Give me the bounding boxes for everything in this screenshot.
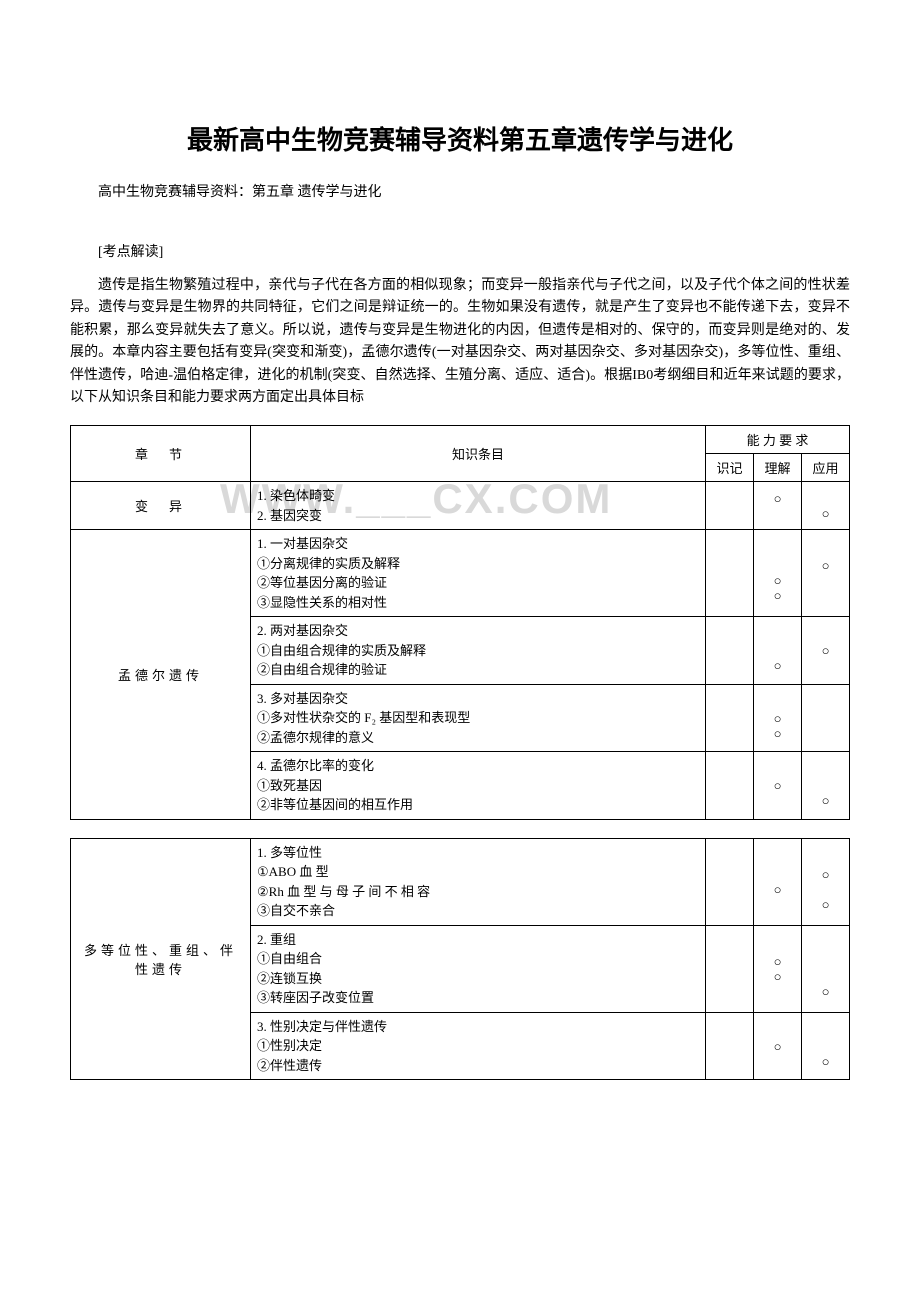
- ability-cell: ○: [802, 925, 850, 1012]
- page-title: 最新高中生物竞赛辅导资料第五章遗传学与进化: [70, 120, 850, 157]
- ability-cell: [706, 684, 754, 752]
- ability-cell: ○: [754, 617, 802, 685]
- header-a1: 识记: [706, 454, 754, 482]
- ability-cell: [706, 752, 754, 820]
- ability-cell: ○: [754, 752, 802, 820]
- table-row: 孟德尔遗传1. 一对基因杂交①分离规律的实质及解释②等位基因分离的验证③显隐性关…: [71, 530, 850, 617]
- ability-cell: ○○: [754, 530, 802, 617]
- ability-cell: [706, 617, 754, 685]
- section-heading: [考点解读]: [70, 241, 850, 261]
- table-row: 变 异1. 染色体畸变2. 基因突变 ○ ○: [71, 482, 850, 530]
- item-cell: 1. 一对基因杂交①分离规律的实质及解释②等位基因分离的验证③显隐性关系的相对性: [251, 530, 706, 617]
- ability-cell: ○: [802, 617, 850, 685]
- ability-cell: ○: [802, 530, 850, 617]
- ability-cell: ○: [754, 838, 802, 925]
- ability-cell: ○: [754, 1012, 802, 1080]
- header-ability: 能 力 要 求: [706, 426, 850, 454]
- table-row: 多等位性、重组、伴性遗传1. 多等位性①ABO 血 型②Rh 血 型 与 母 子…: [71, 838, 850, 925]
- item-cell: 1. 多等位性①ABO 血 型②Rh 血 型 与 母 子 间 不 相 容③自交不…: [251, 838, 706, 925]
- ability-cell: ○○: [754, 684, 802, 752]
- item-cell: 2. 重组①自由组合②连锁互换③转座因子改变位置: [251, 925, 706, 1012]
- item-cell: 1. 染色体畸变2. 基因突变: [251, 482, 706, 530]
- table-container: WWW.___CX.COM 章 节 知识条目 能 力 要 求 识记 理解 应用 …: [70, 425, 850, 1080]
- syllabus-table-1: 章 节 知识条目 能 力 要 求 识记 理解 应用 变 异1. 染色体畸变2. …: [70, 425, 850, 820]
- header-a2: 理解: [754, 454, 802, 482]
- chapter-cell: 孟德尔遗传: [71, 530, 251, 820]
- ability-cell: ○ ○: [802, 838, 850, 925]
- body-paragraph: 遗传是指生物繁殖过程中，亲代与子代在各方面的相似现象；而变异一般指亲代与子代之间…: [70, 275, 850, 409]
- header-a3: 应用: [802, 454, 850, 482]
- ability-cell: ○○: [754, 925, 802, 1012]
- ability-cell: [706, 1012, 754, 1080]
- chapter-cell: 多等位性、重组、伴性遗传: [71, 838, 251, 1080]
- header-item: 知识条目: [251, 426, 706, 482]
- ability-cell: [802, 684, 850, 752]
- syllabus-table-2: 多等位性、重组、伴性遗传1. 多等位性①ABO 血 型②Rh 血 型 与 母 子…: [70, 838, 850, 1081]
- ability-cell: [706, 838, 754, 925]
- ability-cell: ○: [802, 1012, 850, 1080]
- item-cell: 3. 多对基因杂交①多对性状杂交的 F₂ 基因型和表现型②孟德尔规律的意义: [251, 684, 706, 752]
- ability-cell: [706, 482, 754, 530]
- item-cell: 4. 孟德尔比率的变化①致死基因②非等位基因间的相互作用: [251, 752, 706, 820]
- table-header-row: 章 节 知识条目 能 力 要 求: [71, 426, 850, 454]
- ability-cell: ○: [802, 752, 850, 820]
- ability-cell: [706, 925, 754, 1012]
- item-cell: 2. 两对基因杂交①自由组合规律的实质及解释②自由组合规律的验证: [251, 617, 706, 685]
- ability-cell: ○: [754, 482, 802, 530]
- header-chapter: 章 节: [71, 426, 251, 482]
- subtitle-text: 高中生物竞赛辅导资料：第五章 遗传学与进化: [70, 181, 850, 201]
- item-cell: 3. 性别决定与伴性遗传①性别决定②伴性遗传: [251, 1012, 706, 1080]
- ability-cell: [706, 530, 754, 617]
- ability-cell: ○: [802, 482, 850, 530]
- chapter-cell: 变 异: [71, 482, 251, 530]
